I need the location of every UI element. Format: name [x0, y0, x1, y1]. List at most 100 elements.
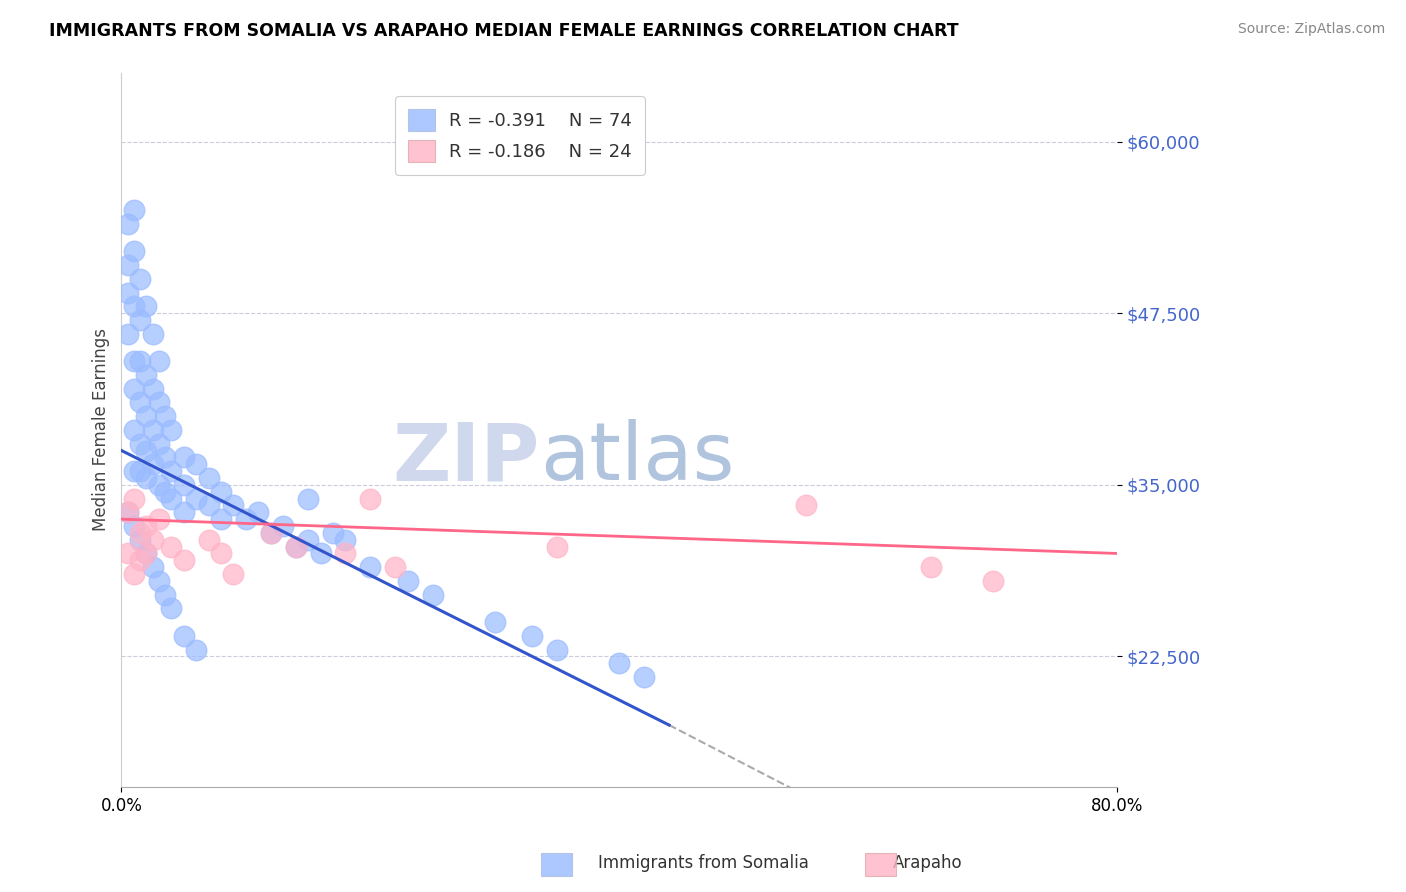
Point: [129, 272, 152, 286]
Point: [222, 567, 245, 582]
Point: [184, 491, 207, 506]
Point: [117, 217, 139, 231]
Point: [284, 540, 307, 554]
Text: Source: ZipAtlas.com: Source: ZipAtlas.com: [1237, 22, 1385, 37]
Point: [122, 519, 145, 533]
Point: [122, 244, 145, 259]
Point: [135, 471, 157, 485]
Point: [122, 382, 145, 396]
Point: [153, 588, 176, 602]
Point: [247, 505, 270, 519]
Point: [129, 354, 152, 368]
Point: [794, 499, 817, 513]
Point: [260, 525, 283, 540]
Point: [173, 629, 195, 643]
Point: [546, 642, 568, 657]
Point: [359, 491, 381, 506]
Point: [117, 326, 139, 341]
Point: [148, 436, 170, 450]
Point: [142, 382, 165, 396]
Point: [546, 540, 568, 554]
Point: [122, 299, 145, 313]
Point: [359, 560, 381, 574]
Point: [633, 670, 655, 684]
Text: IMMIGRANTS FROM SOMALIA VS ARAPAHO MEDIAN FEMALE EARNINGS CORRELATION CHART: IMMIGRANTS FROM SOMALIA VS ARAPAHO MEDIA…: [49, 22, 959, 40]
Point: [135, 546, 157, 560]
Point: [148, 478, 170, 492]
Point: [160, 540, 183, 554]
Point: [122, 354, 145, 368]
Point: [129, 464, 152, 478]
Point: [297, 533, 319, 547]
Y-axis label: Median Female Earnings: Median Female Earnings: [93, 328, 110, 532]
Point: [129, 525, 152, 540]
Point: [197, 499, 219, 513]
Point: [160, 491, 183, 506]
Point: [335, 546, 357, 560]
Point: [122, 491, 145, 506]
Point: [209, 512, 232, 526]
Point: [396, 574, 419, 588]
Text: atlas: atlas: [540, 419, 734, 498]
Point: [122, 203, 145, 218]
Point: [153, 409, 176, 424]
Point: [148, 512, 170, 526]
Point: [142, 533, 165, 547]
Point: [135, 409, 157, 424]
Point: [129, 313, 152, 327]
Point: [142, 457, 165, 471]
Point: [260, 525, 283, 540]
Point: [117, 546, 139, 560]
Point: [135, 519, 157, 533]
Point: [153, 484, 176, 499]
Point: [122, 567, 145, 582]
Point: [160, 464, 183, 478]
Text: Immigrants from Somalia: Immigrants from Somalia: [598, 855, 808, 872]
Point: [284, 540, 307, 554]
Point: [135, 299, 157, 313]
Point: [322, 525, 344, 540]
Point: [173, 450, 195, 465]
Point: [209, 546, 232, 560]
Point: [135, 443, 157, 458]
Point: [129, 533, 152, 547]
Point: [122, 464, 145, 478]
Point: [173, 478, 195, 492]
Point: [222, 499, 245, 513]
Point: [129, 436, 152, 450]
Point: [117, 285, 139, 300]
Point: [297, 491, 319, 506]
Point: [135, 546, 157, 560]
Text: ZIP: ZIP: [392, 419, 540, 498]
Point: [117, 505, 139, 519]
Point: [422, 588, 444, 602]
Point: [135, 368, 157, 382]
Text: Arapaho: Arapaho: [893, 855, 963, 872]
Point: [148, 354, 170, 368]
Point: [235, 512, 257, 526]
Point: [209, 484, 232, 499]
Point: [129, 395, 152, 409]
Point: [981, 574, 1004, 588]
Point: [148, 574, 170, 588]
Point: [122, 423, 145, 437]
Point: [153, 450, 176, 465]
Point: [920, 560, 942, 574]
Point: [271, 519, 294, 533]
Point: [129, 553, 152, 567]
Point: [197, 533, 219, 547]
Point: [142, 423, 165, 437]
Point: [142, 560, 165, 574]
Point: [607, 657, 630, 671]
Point: [160, 601, 183, 615]
Point: [384, 560, 406, 574]
Point: [148, 395, 170, 409]
Point: [184, 457, 207, 471]
Point: [309, 546, 332, 560]
Point: [160, 423, 183, 437]
Point: [197, 471, 219, 485]
Point: [173, 553, 195, 567]
Point: [522, 629, 544, 643]
Point: [142, 326, 165, 341]
Point: [117, 505, 139, 519]
